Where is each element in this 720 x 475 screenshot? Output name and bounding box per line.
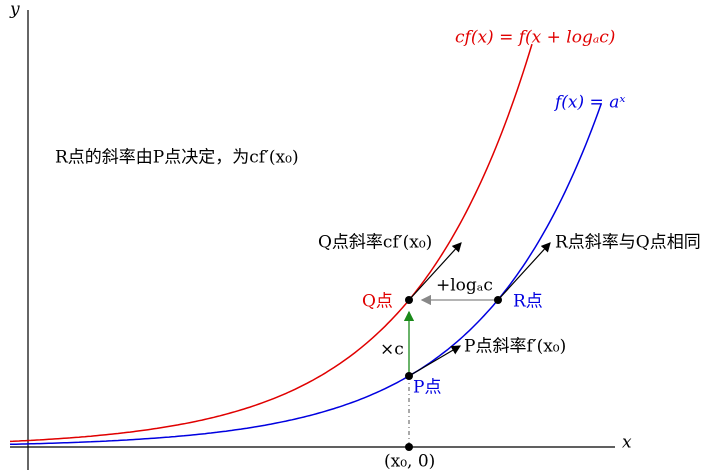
q-tangent: [408, 242, 462, 301]
p-dot: [405, 372, 413, 380]
note: R点的斜率由P点决定，为cf′(x₀): [55, 148, 299, 168]
blue-curve: [9, 104, 602, 446]
shift-label: +logₐc: [436, 276, 493, 296]
p-tangent: [408, 345, 462, 377]
x-axis-label: x: [622, 433, 632, 453]
y-axis-label: y: [9, 0, 20, 20]
red-curve: [9, 43, 533, 443]
r-point-label: R点: [513, 292, 543, 312]
red-curve-label: cf(x) = f(x + logₐc): [455, 28, 615, 48]
p-slope-label: P点斜率f′(x₀): [464, 337, 566, 357]
q-slope-label: Q点斜率cf′(x₀): [318, 233, 432, 253]
x0-dot: [405, 443, 413, 451]
q-dot: [405, 296, 413, 304]
times-c-label: ×c: [380, 340, 404, 360]
r-dot: [494, 296, 502, 304]
q-point-label: Q点: [362, 292, 393, 312]
r-tangent: [497, 242, 551, 301]
blue-curve-label: f(x) = aˣ: [553, 93, 625, 113]
r-slope-label: R点斜率与Q点相同: [555, 233, 701, 253]
p-point-label: P点: [413, 378, 441, 398]
x0-label: (x₀, 0): [384, 452, 435, 472]
